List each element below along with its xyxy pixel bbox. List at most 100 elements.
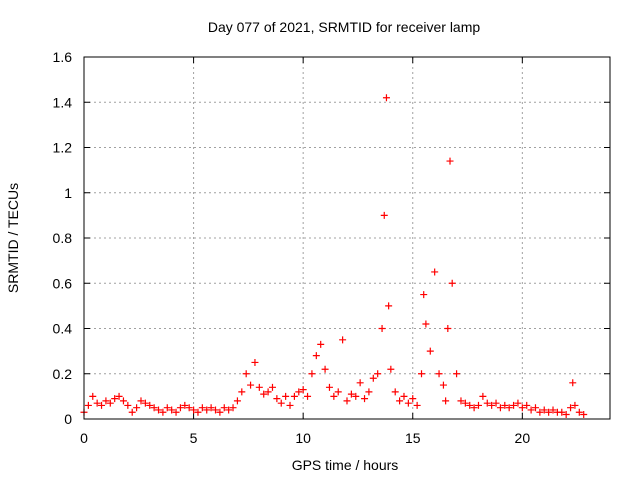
data-point (567, 404, 575, 412)
data-point (194, 408, 202, 416)
grid (84, 57, 610, 419)
data-point (286, 401, 294, 409)
data-point (562, 410, 570, 418)
data-point (203, 406, 211, 414)
data-point (273, 395, 281, 403)
data-point (479, 392, 487, 400)
data-point (418, 370, 426, 378)
data-point (304, 392, 312, 400)
x-tick-label: 10 (295, 430, 311, 446)
data-point (420, 291, 428, 299)
data-point (380, 211, 388, 219)
data-point (580, 410, 588, 418)
data-point (212, 406, 219, 414)
data-point (396, 397, 404, 405)
data-point (422, 320, 430, 328)
data-point (540, 406, 548, 414)
y-axis-label: SRMTID / TECUs (5, 183, 21, 293)
data-point (225, 406, 233, 414)
data-point (102, 397, 110, 405)
data-point (536, 408, 544, 416)
tick-labels: 0 0.2 0.4 0.6 0.8 1 1.2 1.4 1.6 0 5 10 15 20 (53, 49, 531, 446)
data-point (518, 404, 526, 412)
x-tick-label: 20 (515, 430, 531, 446)
data-point (176, 404, 184, 412)
data-point (124, 401, 132, 409)
data-point (523, 401, 531, 409)
data-point (466, 401, 474, 409)
data-point (181, 401, 189, 409)
y-tick-label: 0.6 (53, 275, 73, 291)
data-point (308, 370, 316, 378)
x-tick-label: 0 (80, 430, 88, 446)
data-point (549, 406, 557, 414)
data-point (330, 392, 338, 400)
data-point (378, 325, 386, 332)
data-point (198, 404, 206, 412)
data-point (488, 401, 496, 409)
data-point (321, 365, 329, 373)
data-point (207, 404, 215, 412)
data-point (141, 399, 149, 407)
data-point (426, 347, 434, 355)
data-point (146, 401, 154, 409)
data-point (505, 404, 513, 412)
data-point (119, 397, 127, 405)
data-point (339, 336, 347, 344)
data-point (475, 401, 482, 409)
data-point (531, 404, 539, 412)
data-point (510, 401, 518, 409)
y-tick-label: 1 (64, 185, 72, 201)
data-point (501, 401, 509, 409)
data-point (150, 404, 158, 412)
data-point (400, 392, 408, 400)
data-point (299, 386, 307, 394)
data-point (492, 399, 500, 407)
data-point (404, 399, 412, 407)
data-point (290, 392, 298, 400)
data-point (325, 383, 333, 391)
data-point (391, 388, 399, 396)
data-point (268, 383, 276, 391)
data-point (251, 358, 259, 366)
data-point (352, 392, 360, 400)
data-point (439, 381, 447, 389)
data-point (571, 401, 579, 409)
data-point (527, 406, 535, 414)
data-point (255, 383, 263, 391)
data-point (431, 268, 439, 276)
y-tick-label: 1.4 (53, 94, 73, 110)
data-point (453, 370, 461, 378)
data-point (168, 406, 176, 414)
data-point (334, 388, 342, 396)
data-point (128, 408, 136, 416)
data-point (361, 395, 369, 403)
data-point (317, 340, 325, 348)
data-point (233, 397, 241, 405)
data-point (413, 401, 421, 409)
data-point (385, 302, 393, 310)
data-point (343, 397, 351, 405)
data-point (496, 404, 504, 412)
data-point (365, 388, 373, 396)
data-point (483, 399, 491, 407)
data-point (369, 374, 377, 382)
data-point (444, 325, 452, 332)
data-point (242, 370, 250, 378)
data-point (229, 404, 237, 412)
data-point (382, 94, 390, 102)
data-point (216, 408, 224, 416)
ticks (83, 56, 610, 420)
data-point (93, 399, 101, 407)
data-point (374, 370, 382, 378)
data-point (470, 404, 478, 412)
data-point (277, 399, 285, 407)
data-point (185, 404, 193, 412)
data-point (115, 392, 123, 400)
data-point (446, 157, 454, 165)
data-point (260, 390, 268, 398)
data-point (282, 392, 290, 400)
y-tick-label: 1.6 (53, 49, 73, 65)
plot-border (83, 56, 611, 420)
